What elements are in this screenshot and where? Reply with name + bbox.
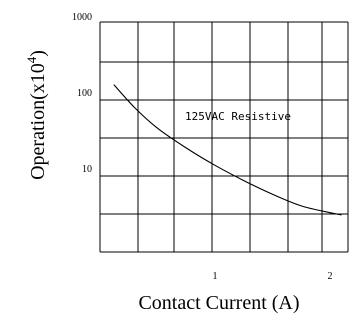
curve-layer: [113, 84, 342, 216]
x-tick-label: 1: [213, 271, 218, 282]
y-tick-label: 10: [82, 164, 92, 175]
y-axis-title-base: Operation(x10: [27, 63, 49, 180]
series-line: [113, 84, 342, 216]
chart-annotation: 125VAC Resistive: [185, 110, 291, 123]
y-axis-title-exponent: 4: [24, 56, 39, 63]
y-tick-label: 1000: [72, 12, 92, 23]
tick-labels: 1 2 1000 100 10: [72, 12, 333, 282]
y-tick-label: 100: [77, 88, 92, 99]
grid: [99, 21, 349, 253]
x-tick-label: 2: [328, 271, 333, 282]
y-axis-title-close: ): [27, 50, 49, 57]
x-axis-title: Contact Current (A): [138, 292, 299, 314]
y-axis-title: Operation(x104): [24, 50, 49, 180]
